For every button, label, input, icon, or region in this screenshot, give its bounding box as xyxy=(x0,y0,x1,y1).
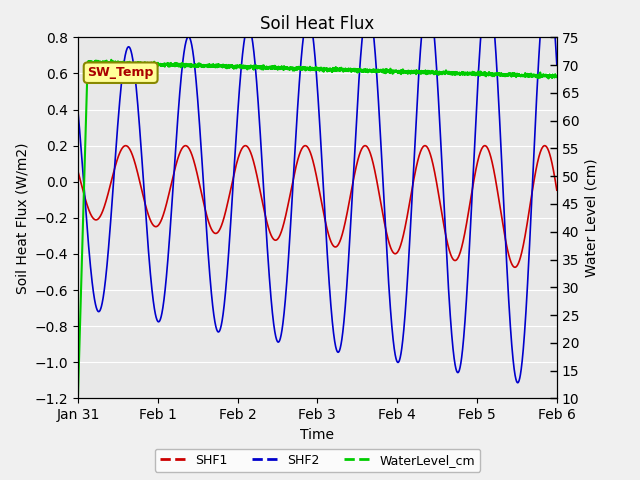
Y-axis label: Soil Heat Flux (W/m2): Soil Heat Flux (W/m2) xyxy=(15,142,29,294)
Title: Soil Heat Flux: Soil Heat Flux xyxy=(260,15,374,33)
Legend: SHF1, SHF2, WaterLevel_cm: SHF1, SHF2, WaterLevel_cm xyxy=(155,449,480,471)
Y-axis label: Water Level (cm): Water Level (cm) xyxy=(585,158,599,277)
Text: SW_Temp: SW_Temp xyxy=(88,66,154,79)
X-axis label: Time: Time xyxy=(300,428,334,442)
